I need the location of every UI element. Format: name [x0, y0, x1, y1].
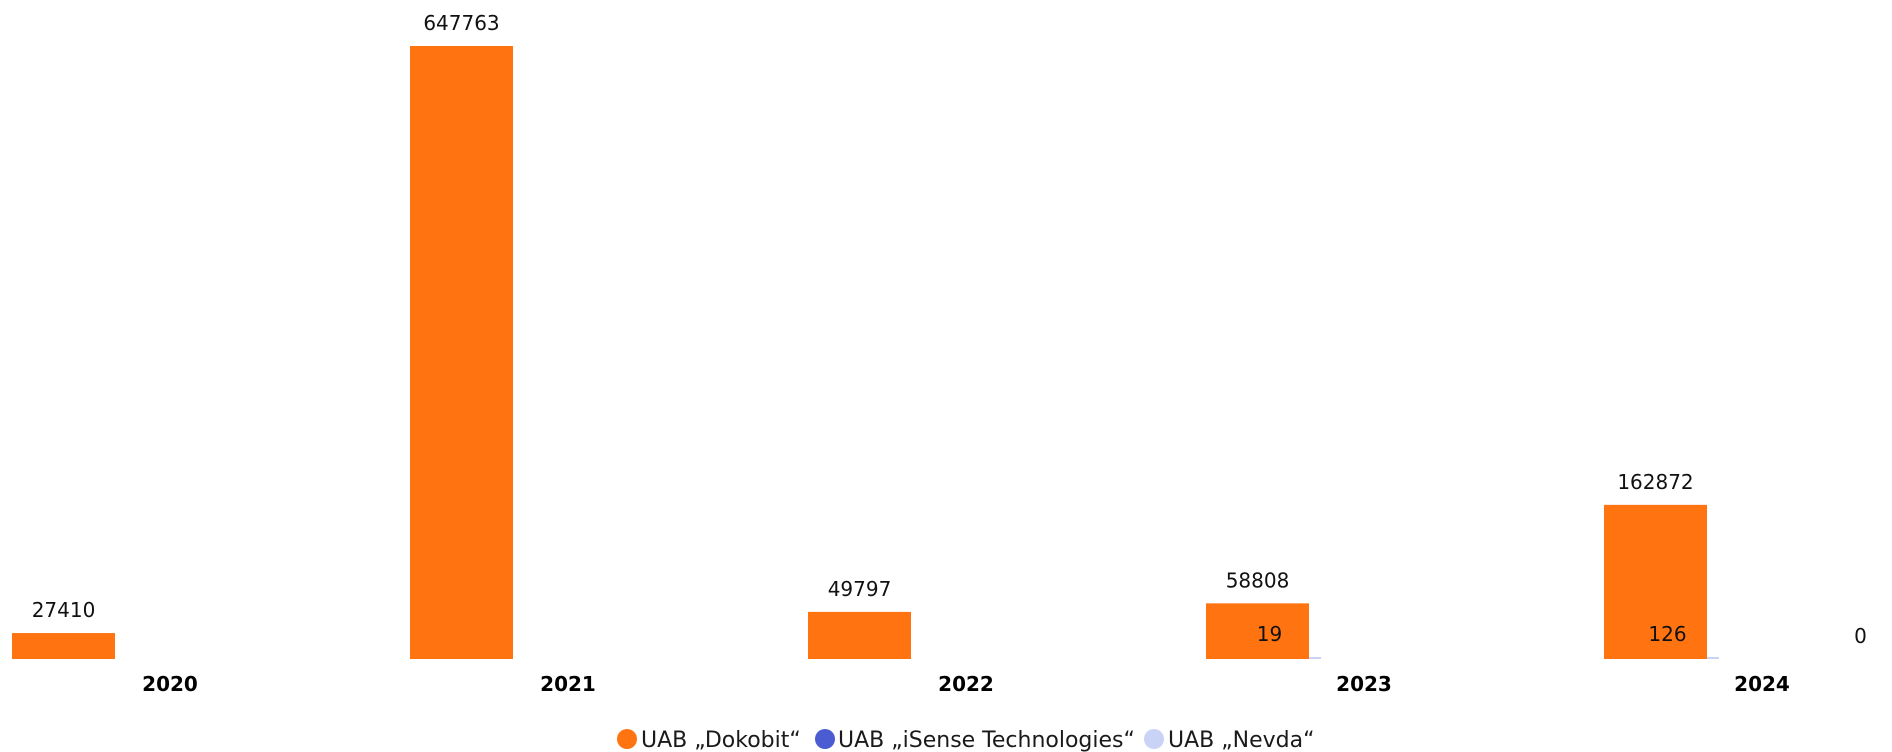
data-label-2024-series-0: 162872 — [1617, 470, 1693, 494]
data-labels-layer: 2741064776349797195880812616287201 — [32, 11, 1867, 648]
category-label-2024: 2024 — [1734, 672, 1790, 696]
data-label-2023-series-2: 126 — [1648, 622, 1686, 646]
bar-2021-series-0 — [410, 46, 513, 659]
bar-2024-series-0 — [1604, 504, 1707, 659]
legend-label-series-2: UAB „Nevda“ — [1168, 728, 1315, 752]
category-labels-layer: 2020 2021 2022 2023 2024 — [142, 672, 1790, 696]
bars-layer — [12, 46, 1719, 659]
legend-marker-series-0 — [617, 729, 637, 749]
category-label-2021: 2021 — [540, 672, 596, 696]
legend-label-series-1: UAB „iSense Technologies“ — [838, 728, 1135, 752]
bar-2020-series-0 — [12, 633, 115, 659]
data-label-2023-series-0: 58808 — [1226, 568, 1290, 592]
category-label-2022: 2022 — [938, 672, 994, 696]
data-label-2022-series-2: 19 — [1257, 622, 1282, 646]
data-label-2022-series-0: 49797 — [828, 577, 892, 601]
bar-2022-series-0 — [808, 611, 911, 659]
bar-2023-series-0 — [1206, 603, 1309, 659]
data-label-2021-series-0: 647763 — [423, 11, 499, 35]
legend-marker-series-1 — [815, 729, 835, 749]
category-label-2020: 2020 — [142, 672, 198, 696]
data-label-2020-series-0: 27410 — [32, 598, 96, 622]
legend-marker-series-2 — [1144, 729, 1164, 749]
data-label-2024-series-1: 0 — [1854, 624, 1867, 648]
category-label-2023: 2023 — [1336, 672, 1392, 696]
legend-label-series-0: UAB „Dokobit“ — [641, 728, 801, 752]
legend: UAB „Dokobit“ UAB „iSense Technologies“ UA… — [617, 728, 1315, 752]
